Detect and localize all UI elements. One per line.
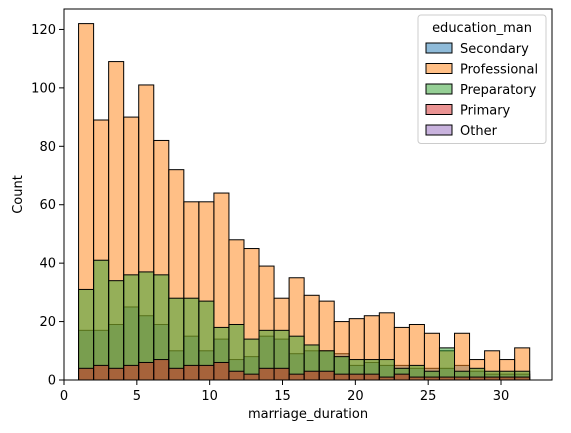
bar-primary-13: [273, 367, 290, 381]
legend-swatch-other: [425, 124, 453, 136]
bar-preparatory-6: [168, 297, 185, 381]
y-tick-label: 20: [39, 315, 56, 330]
legend-title: education_man: [432, 21, 532, 36]
x-tick-label: 5: [133, 389, 141, 404]
x-tick-label: 30: [493, 389, 510, 404]
y-tick-label: 0: [48, 374, 56, 389]
y-tick-label: 40: [39, 257, 56, 272]
legend: education_man Secondary Professional Prepa…: [417, 14, 547, 144]
x-axis-label: marriage_duration: [248, 407, 368, 422]
bar-preparatory-1: [93, 259, 110, 381]
legend-items: Secondary Professional Preparatory Primary O…: [425, 42, 538, 139]
bar-primary-21: [393, 373, 410, 381]
bar-primary-8: [198, 364, 215, 381]
bar-primary-5: [153, 359, 170, 381]
legend-swatch-preparatory: [425, 83, 453, 95]
bar-primary-9: [213, 361, 230, 381]
bar-primary-4: [138, 361, 155, 381]
y-tick-label: 60: [39, 198, 56, 213]
legend-swatch-secondary: [425, 42, 453, 54]
legend-label-primary: Primary: [460, 104, 511, 119]
bar-primary-18: [348, 373, 365, 381]
bar-primary-11: [243, 373, 260, 381]
y-tick-label: 100: [31, 81, 56, 96]
y-axis-ticks: 0 20 40 60 80 100 120: [31, 23, 64, 389]
bar-preparatory-3: [123, 274, 140, 381]
bar-primary-7: [183, 364, 200, 381]
legend-swatch-primary: [425, 104, 453, 115]
legend-label-preparatory: Preparatory: [460, 83, 537, 98]
bars-group: [78, 23, 531, 381]
bar-primary-6: [168, 367, 185, 381]
bar-primary-10: [228, 370, 245, 381]
bar-preparatory-2: [108, 280, 125, 381]
y-tick-label: 120: [31, 23, 56, 38]
legend-label-secondary: Secondary: [460, 42, 529, 57]
x-tick-label: 20: [347, 389, 364, 404]
bar-preparatory-24: [438, 347, 456, 381]
x-tick-label: 0: [60, 389, 68, 404]
plot-frame: [63, 8, 553, 381]
bar-primary-15: [303, 370, 320, 381]
bar-preparatory-14: [288, 335, 305, 381]
bar-primary-1: [93, 364, 110, 381]
bar-primary-3: [123, 364, 140, 381]
bar-primary-19: [363, 373, 380, 381]
x-axis-ticks: 0 5 10 15 20 25 30: [60, 380, 509, 404]
legend-swatch-professional: [425, 63, 453, 74]
x-tick-label: 10: [201, 389, 218, 404]
bar-primary-14: [288, 373, 305, 381]
bar-primary-12: [258, 367, 275, 381]
bar-preparatory-0: [78, 288, 95, 381]
y-axis-label: Count: [11, 175, 26, 214]
bar-primary-0: [78, 367, 95, 381]
legend-label-professional: Professional: [460, 63, 538, 78]
x-tick-label: 25: [420, 389, 437, 404]
legend-label-other: Other: [460, 124, 498, 139]
bar-primary-2: [108, 367, 125, 381]
bar-primary-16: [318, 370, 335, 381]
y-tick-label: 80: [39, 140, 56, 155]
x-tick-label: 15: [274, 389, 291, 404]
bar-primary-17: [333, 373, 350, 381]
